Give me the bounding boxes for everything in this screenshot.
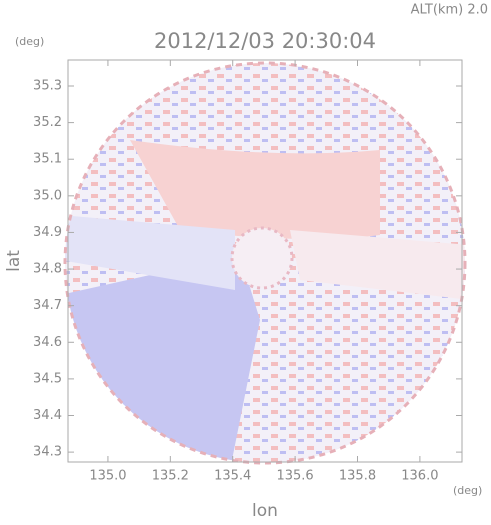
x-tick-label: 136.0 (401, 469, 438, 484)
x-tick-label: 135.8 (339, 469, 376, 484)
y-unit: (deg) (15, 35, 44, 48)
y-tick-label: 34.6 (33, 335, 62, 350)
y-tick-label: 34.8 (33, 262, 62, 277)
x-tick-label: 135.4 (214, 469, 251, 484)
y-tick-label: 34.7 (33, 298, 62, 313)
y-tick-label: 34.5 (33, 371, 62, 386)
x-axis-label: lon (252, 501, 278, 521)
radar-edge (63, 61, 467, 465)
y-axis-label: lat (4, 250, 24, 272)
radar-field (65, 63, 465, 463)
plot-frame (67, 59, 463, 463)
y-tick-label: 35.2 (33, 115, 62, 130)
x-tick-label: 135.2 (152, 469, 189, 484)
y-tick-label: 34.3 (33, 445, 62, 460)
y-tick-label: 34.4 (33, 408, 62, 423)
x-tick-label: 135.0 (89, 469, 126, 484)
y-tick-label: 34.9 (33, 225, 62, 240)
chart-title: 2012/12/03 20:30:04 (154, 29, 376, 53)
subtitle: ALT(km) 2.0 (411, 3, 488, 18)
y-tick-label: 35.3 (33, 78, 62, 93)
x-unit: (deg) (453, 484, 482, 497)
y-tick-label: 35.1 (33, 152, 62, 167)
y-tick-label: 35.0 (33, 188, 62, 203)
x-tick-label: 135.6 (276, 469, 313, 484)
